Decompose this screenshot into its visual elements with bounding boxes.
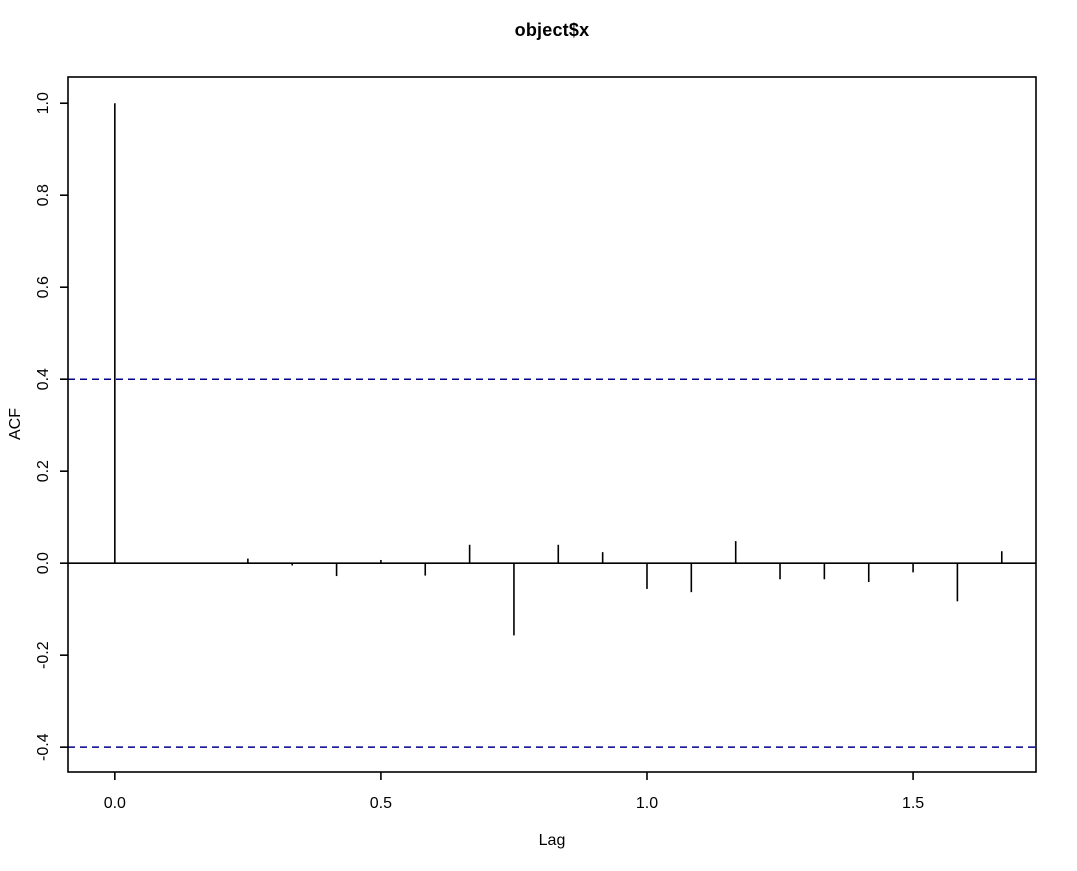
y-tick-label: 1.0 <box>35 92 52 114</box>
x-tick-label: 1.5 <box>902 795 924 812</box>
y-tick-label: -0.4 <box>35 733 52 761</box>
y-tick-label: -0.2 <box>35 641 52 669</box>
plot-border-box <box>67 76 1037 773</box>
y-tick-label: 0.2 <box>35 460 52 482</box>
x-axis-label: Lag <box>538 832 566 849</box>
x-tick-label: 1.0 <box>636 795 658 812</box>
x-tick-label: 0.0 <box>104 795 126 812</box>
y-tick-label: 0.6 <box>35 276 52 298</box>
y-tick-label: 0.8 <box>35 184 52 206</box>
plot-title: object$x <box>514 20 590 40</box>
x-tick-label: 0.5 <box>370 795 392 812</box>
y-tick-label: 0.0 <box>35 552 52 574</box>
y-tick-label: 0.4 <box>35 368 52 390</box>
